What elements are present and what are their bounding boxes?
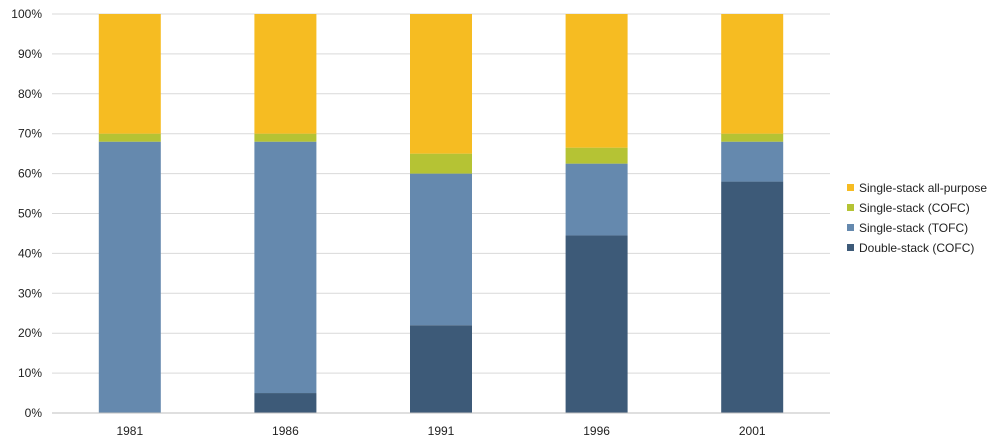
y-tick-label: 30%	[18, 286, 42, 300]
y-tick-label: 80%	[18, 87, 42, 101]
bar-segment	[565, 235, 628, 413]
bar-segment	[410, 14, 472, 154]
bar-segment	[254, 393, 317, 413]
legend-swatch	[847, 184, 854, 191]
x-axis-tick-labels: 1981 1986 1991 1996 2001	[116, 424, 765, 438]
y-tick-label: 20%	[18, 326, 42, 340]
y-tick-label: 50%	[18, 207, 42, 221]
y-tick-label: 90%	[18, 47, 42, 61]
bar-segment	[721, 141, 784, 182]
y-tick-label: 60%	[18, 167, 42, 181]
bar-segment	[721, 181, 784, 413]
y-tick-label: 10%	[18, 366, 42, 380]
x-tick-label: 1996	[583, 424, 610, 438]
bar-segment	[565, 163, 628, 236]
bars	[98, 14, 784, 413]
bar-segment	[721, 133, 784, 142]
bar-segment	[565, 147, 628, 164]
legend-label: Single-stack (COFC)	[859, 201, 970, 215]
bar-segment	[254, 141, 317, 394]
legend-swatch	[847, 244, 854, 251]
y-tick-label: 70%	[18, 127, 42, 141]
y-tick-label: 0%	[25, 406, 43, 420]
bar-segment	[565, 14, 628, 148]
legend-label: Double-stack (COFC)	[859, 241, 974, 255]
bar-segment	[254, 133, 317, 142]
y-tick-label: 40%	[18, 246, 42, 260]
y-axis-tick-labels: 0% 10% 20% 30% 40% 50% 60% 70% 80% 90% 100%	[11, 7, 42, 420]
legend-swatch	[847, 224, 854, 231]
bar-segment	[98, 14, 161, 134]
x-tick-label: 2001	[739, 424, 766, 438]
bar-segment	[410, 173, 472, 326]
bar-segment	[98, 141, 161, 413]
bar-segment	[98, 133, 161, 142]
legend-swatch	[847, 204, 854, 211]
x-tick-label: 1991	[428, 424, 455, 438]
x-tick-label: 1986	[272, 424, 299, 438]
x-tick-label: 1981	[116, 424, 143, 438]
bar-segment	[410, 153, 472, 174]
bar-segment	[254, 14, 317, 134]
y-tick-label: 100%	[11, 7, 42, 21]
legend-label: Single-stack (TOFC)	[859, 221, 968, 235]
legend-label: Single-stack all-purpose	[859, 181, 987, 195]
bar-segment	[410, 325, 472, 413]
legend: Single-stack all-purpose Single-stack (CO…	[847, 181, 987, 255]
bar-segment	[721, 14, 784, 134]
